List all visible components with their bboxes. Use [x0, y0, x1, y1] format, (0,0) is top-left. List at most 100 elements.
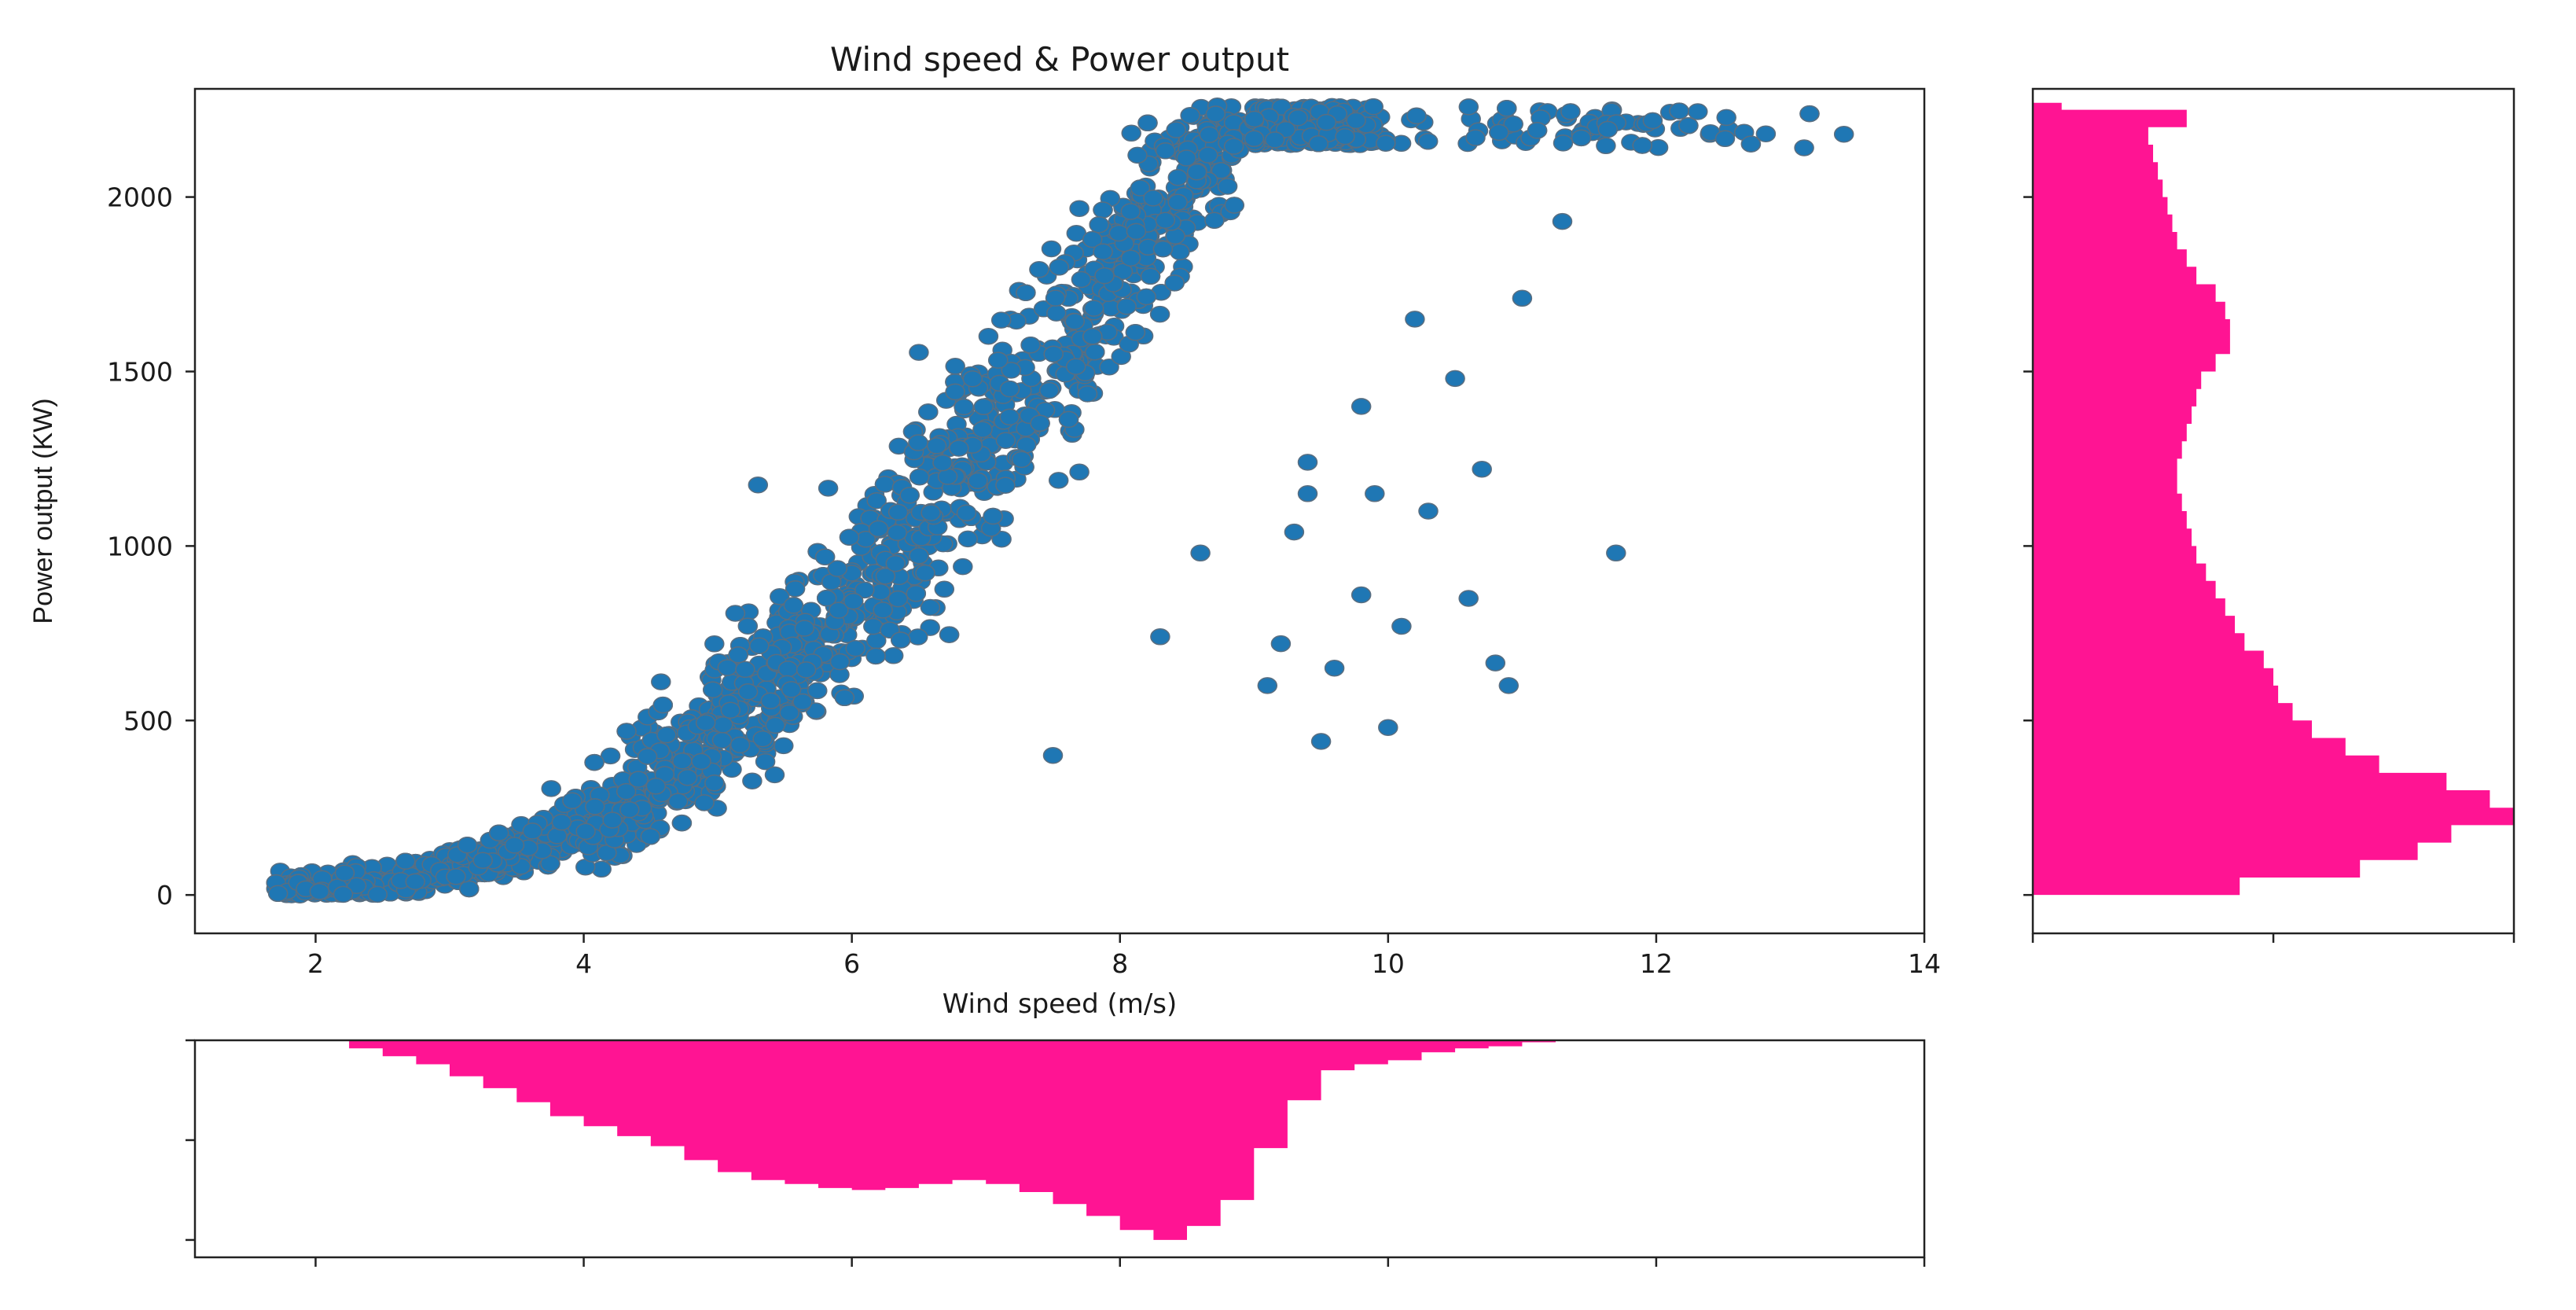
scatter-point: [1143, 190, 1163, 207]
power-histogram-bars: [2033, 102, 2514, 896]
scatter-point: [1211, 161, 1232, 179]
scatter-point: [459, 880, 480, 898]
scatter-point: [1099, 358, 1119, 376]
scatter-point: [1069, 200, 1090, 217]
scatter-point: [672, 752, 693, 770]
scatter-point: [551, 813, 572, 831]
scatter-point: [899, 487, 920, 504]
scatter-point: [562, 792, 582, 810]
scatter-point: [1512, 289, 1533, 307]
scatter-point: [1042, 746, 1064, 764]
scatter-point: [1596, 137, 1616, 155]
scatter-point: [926, 437, 947, 454]
scatter-point: [764, 766, 785, 784]
scatter-point: [1155, 142, 1176, 160]
scatter-point: [1126, 223, 1147, 241]
scatter-point: [1120, 249, 1141, 267]
scatter-point: [395, 852, 416, 870]
scatter-point: [1140, 267, 1161, 285]
scatter-point: [1069, 463, 1090, 481]
scatter-point: [749, 637, 770, 654]
scatter-point: [887, 503, 909, 521]
scatter-point: [1350, 398, 1372, 415]
scatter-point: [1324, 659, 1345, 677]
scatter-point: [704, 775, 725, 792]
scatter-point: [972, 421, 993, 438]
scatter-point: [978, 327, 999, 345]
x-tick-label: 12: [1640, 948, 1673, 979]
scatter-point: [973, 398, 994, 416]
scatter-point: [829, 602, 849, 619]
scatter-point: [600, 747, 621, 765]
scatter-point: [1064, 312, 1086, 330]
scatter-point: [457, 836, 478, 854]
scatter-point: [1597, 120, 1619, 138]
scatter-point: [725, 605, 746, 622]
scatter-point: [1485, 654, 1506, 672]
y-tick-label: 500: [123, 705, 173, 736]
scatter-point: [887, 590, 909, 608]
scatter-point: [1378, 719, 1398, 736]
scatter-point: [807, 682, 828, 700]
scatter-point: [945, 383, 965, 401]
scatter-point: [962, 370, 983, 388]
scatter-point: [1167, 169, 1189, 186]
scatter-point: [1089, 215, 1109, 234]
scatter-point: [956, 504, 977, 522]
scatter-point: [737, 617, 759, 635]
scatter-point: [1083, 300, 1104, 317]
scatter-point: [909, 344, 929, 361]
scatter-point: [1065, 358, 1086, 375]
power-histogram-ticks: [2023, 196, 2515, 943]
scatter-point: [829, 653, 851, 671]
scatter-point: [1224, 197, 1244, 214]
scatter-point: [921, 504, 941, 521]
scatter-point: [1016, 284, 1036, 301]
scatter-point: [1714, 130, 1736, 148]
scatter-point: [1020, 336, 1041, 354]
scatter-point: [541, 780, 561, 797]
scatter-point: [575, 822, 596, 841]
scatter-point: [918, 403, 939, 421]
scatter-point: [779, 704, 799, 722]
scatter-point: [909, 547, 929, 565]
scatter-point: [1011, 451, 1032, 469]
scatter-point: [1688, 103, 1708, 120]
scatter-point: [1137, 114, 1158, 132]
scatter-point: [1365, 485, 1385, 502]
scatter-point: [909, 468, 930, 486]
scatter-point: [1284, 523, 1305, 541]
scatter-point: [1116, 297, 1137, 315]
scatter-point: [999, 380, 1020, 398]
scatter-point: [1458, 590, 1479, 607]
scatter-point: [667, 793, 689, 810]
scatter-point: [752, 730, 773, 748]
scatter-point: [920, 598, 941, 616]
scatter-point: [1527, 122, 1548, 139]
scatter-point: [1308, 135, 1329, 153]
scatter-point: [954, 398, 974, 416]
scatter-point: [1489, 123, 1509, 142]
scatter-point: [1405, 311, 1425, 328]
scatter-point: [694, 794, 715, 811]
scatter-point: [839, 528, 860, 546]
scatter-point: [711, 731, 733, 749]
power-histogram-bars-shape: [2033, 102, 2514, 896]
scatter-point: [887, 524, 908, 542]
scatter-point: [656, 726, 677, 744]
scatter-point: [854, 581, 875, 599]
x-axis-label: Wind speed (m/s): [943, 988, 1178, 1020]
scatter-point: [728, 646, 748, 664]
scatter-point: [1204, 212, 1225, 229]
scatter-point: [781, 681, 802, 698]
scatter-point: [1085, 343, 1105, 361]
x-tick-label: 14: [1908, 948, 1941, 979]
scatter-point: [713, 716, 733, 734]
y-axis-label: Power output (KW): [28, 398, 58, 624]
scatter-points: [266, 98, 1854, 903]
scatter-point: [949, 440, 969, 457]
scatter-point: [1346, 112, 1366, 130]
scatter-point: [1678, 117, 1699, 134]
scatter-point: [637, 748, 658, 765]
